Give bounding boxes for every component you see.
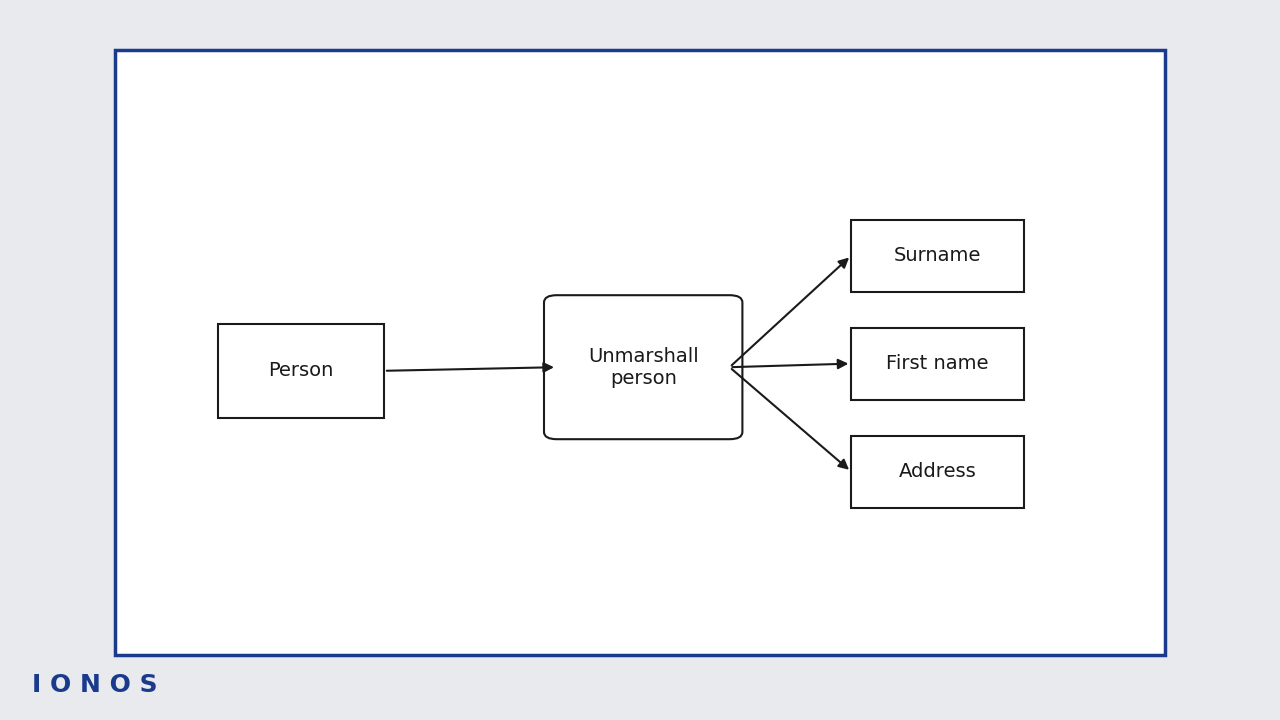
FancyBboxPatch shape [851, 328, 1024, 400]
Text: Surname: Surname [893, 246, 982, 265]
FancyBboxPatch shape [218, 324, 384, 418]
FancyBboxPatch shape [544, 295, 742, 439]
Text: First name: First name [886, 354, 989, 373]
Text: Unmarshall
person: Unmarshall person [588, 347, 699, 387]
Text: I O N O S: I O N O S [32, 673, 157, 698]
Text: Address: Address [899, 462, 977, 481]
FancyBboxPatch shape [115, 50, 1165, 655]
FancyBboxPatch shape [851, 436, 1024, 508]
FancyBboxPatch shape [851, 220, 1024, 292]
Text: Person: Person [268, 361, 334, 380]
